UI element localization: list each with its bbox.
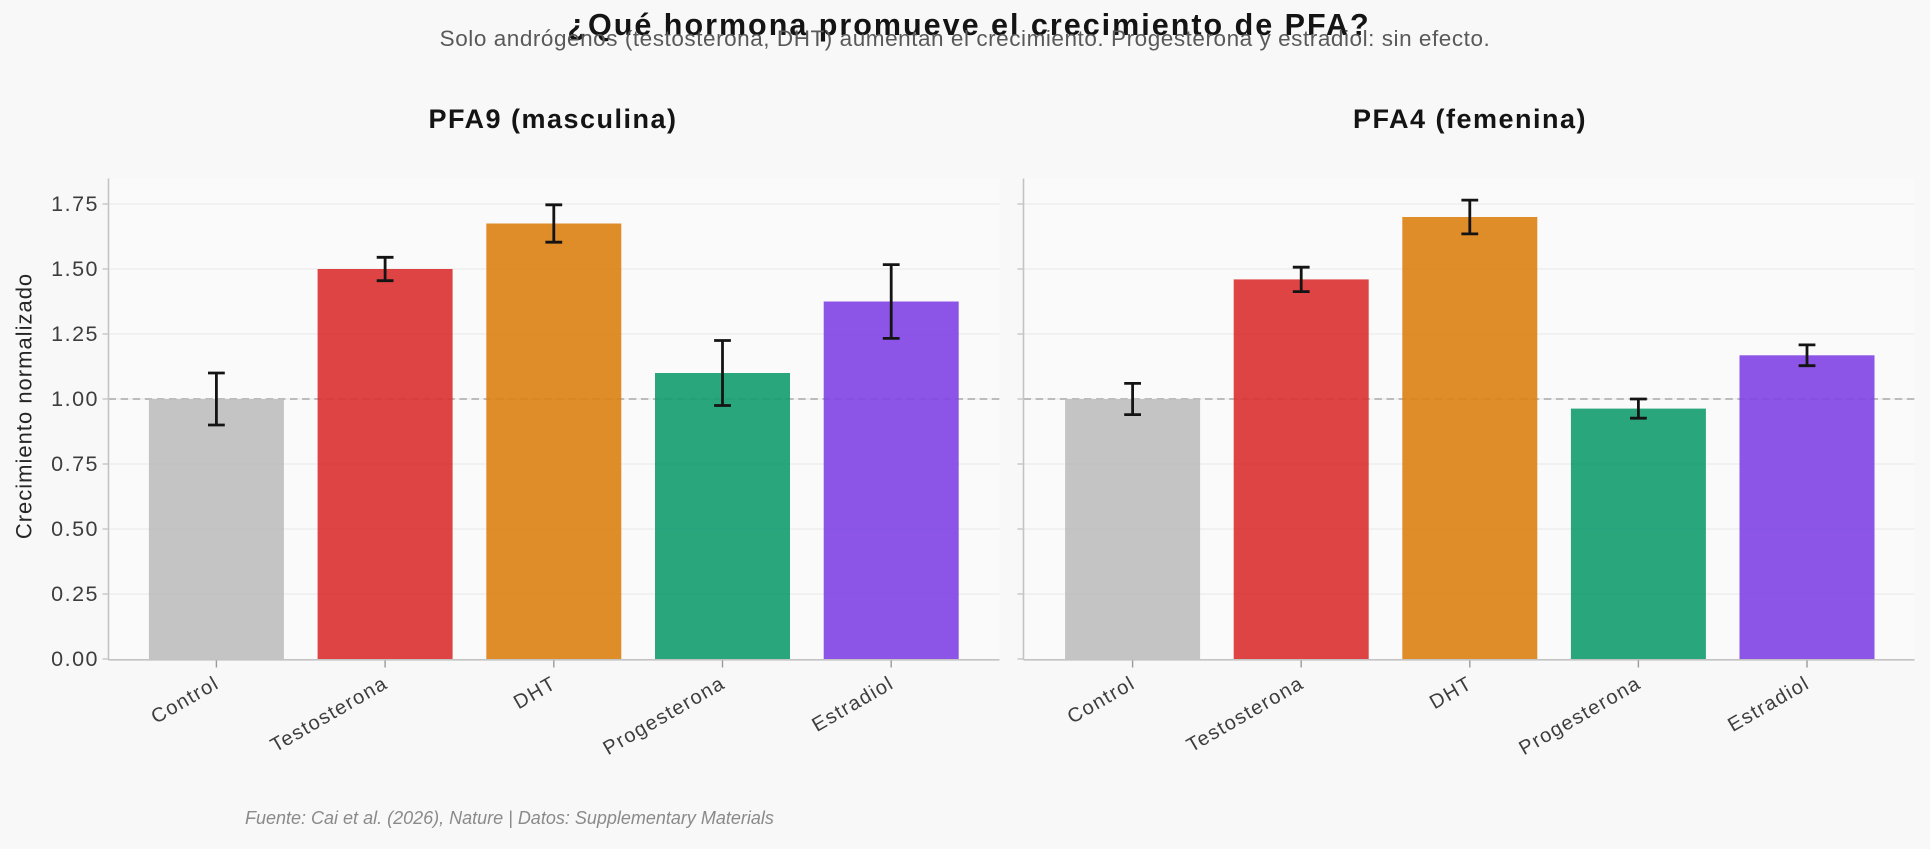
- svg-text:1.50: 1.50: [51, 257, 99, 281]
- svg-text:PFA9 (masculina): PFA9 (masculina): [428, 104, 677, 134]
- svg-text:0.50: 0.50: [51, 517, 99, 541]
- svg-text:1.25: 1.25: [51, 322, 99, 346]
- svg-text:0.25: 0.25: [51, 582, 99, 606]
- svg-text:Crecimiento normalizado: Crecimiento normalizado: [12, 273, 37, 539]
- svg-text:¿Qué hormona promueve el creci: ¿Qué hormona promueve el crecimiento de …: [567, 8, 1370, 42]
- svg-text:Solo andrógenos (testosterona,: Solo andrógenos (testosterona, DHT) aume…: [440, 26, 1491, 51]
- svg-text:0.75: 0.75: [51, 452, 99, 476]
- svg-text:PFA4 (femenina): PFA4 (femenina): [1353, 104, 1587, 134]
- svg-text:1.00: 1.00: [51, 387, 99, 411]
- svg-text:Fuente: Cai et al. (2026), Nat: Fuente: Cai et al. (2026), Nature | Dato…: [245, 808, 774, 828]
- svg-text:0.00: 0.00: [51, 647, 99, 671]
- svg-text:1.75: 1.75: [51, 192, 99, 216]
